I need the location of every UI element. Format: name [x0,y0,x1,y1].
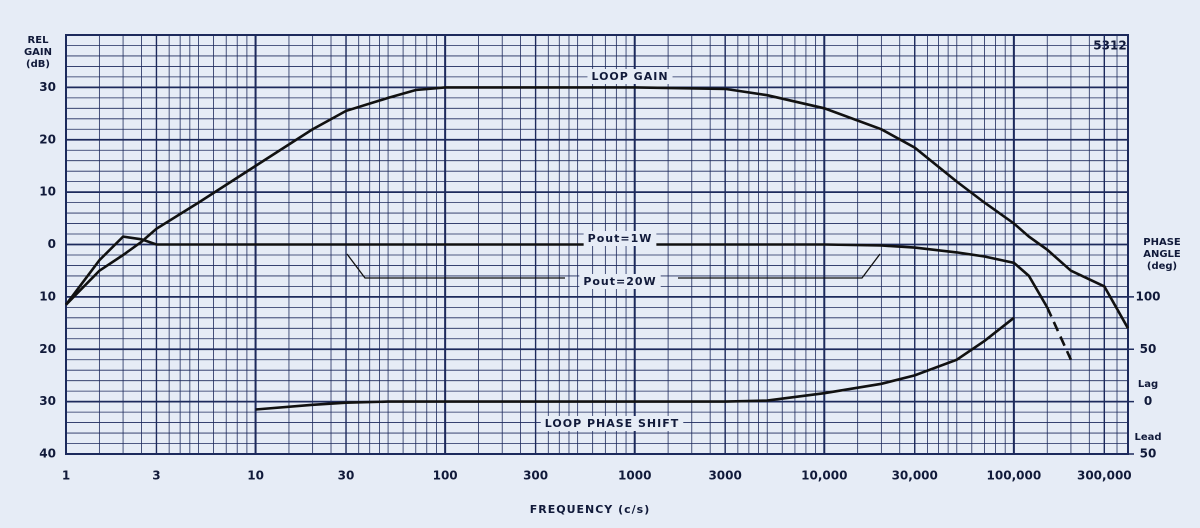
y-tick-label: 20 [39,132,56,146]
y2-axis-label: ANGLE [1143,249,1181,260]
arrow [678,253,881,279]
arrow [346,253,565,279]
x-tick-label: 100 [433,469,458,483]
series-label: LOOP GAIN [591,70,668,83]
lag-note: Lag [1138,379,1158,390]
series-line [65,86,1130,329]
y2-tick-label: 50 [1140,447,1157,461]
x-tick-label: 30 [338,469,355,483]
series-labels: LOOP GAIN Pout=1W Pout=20W LOOP PHASE SHIFT [540,69,684,431]
y-tick-label: 0 [48,237,56,251]
y-axis-label: (dB) [26,59,50,70]
series-line [255,316,1015,411]
y2-tick-label: 50 [1140,342,1157,356]
y-axis-label: GAIN [24,47,52,58]
x-tick-label: 10,000 [801,469,847,483]
y2-axis-label: (deg) [1147,261,1177,272]
x-tick-label: 10 [247,469,264,483]
y2-tick-label: 100 [1135,289,1160,303]
y-tick-label: 30 [39,394,56,408]
y2-tick-label: 0 [1144,394,1152,408]
label-background [579,274,661,289]
y-tick-label: 20 [39,342,56,356]
series-line [64,235,1049,309]
y-tick-label: 30 [39,80,56,94]
x-axis-label: FREQUENCY (c/s) [530,503,651,516]
x-tick-label: 3000 [708,469,741,483]
y-tick-label: 40 [39,447,56,461]
x-tick-label: 300 [523,469,548,483]
x-tick-label: 100,000 [987,469,1042,483]
label-background [540,416,684,431]
y2-axis-label: PHASE [1143,237,1181,248]
y-tick-label: 10 [39,185,56,199]
lead-note: Lead [1134,432,1161,443]
x-tick-label: 1000 [618,469,651,483]
series-label: Pout=1W [588,232,653,245]
x-tick-label: 3 [152,469,160,483]
series-line [1046,306,1073,361]
y-axis-label: REL [28,35,50,46]
x-tick-label: 300,000 [1077,469,1132,483]
x-tick-label: 1 [62,469,70,483]
series-label: Pout=20W [583,275,656,288]
y-tick-label: 10 [39,289,56,303]
label-background [583,231,657,246]
series-label: LOOP PHASE SHIFT [545,417,680,430]
label-background [587,69,673,84]
x-tick-label: 30,000 [892,469,938,483]
